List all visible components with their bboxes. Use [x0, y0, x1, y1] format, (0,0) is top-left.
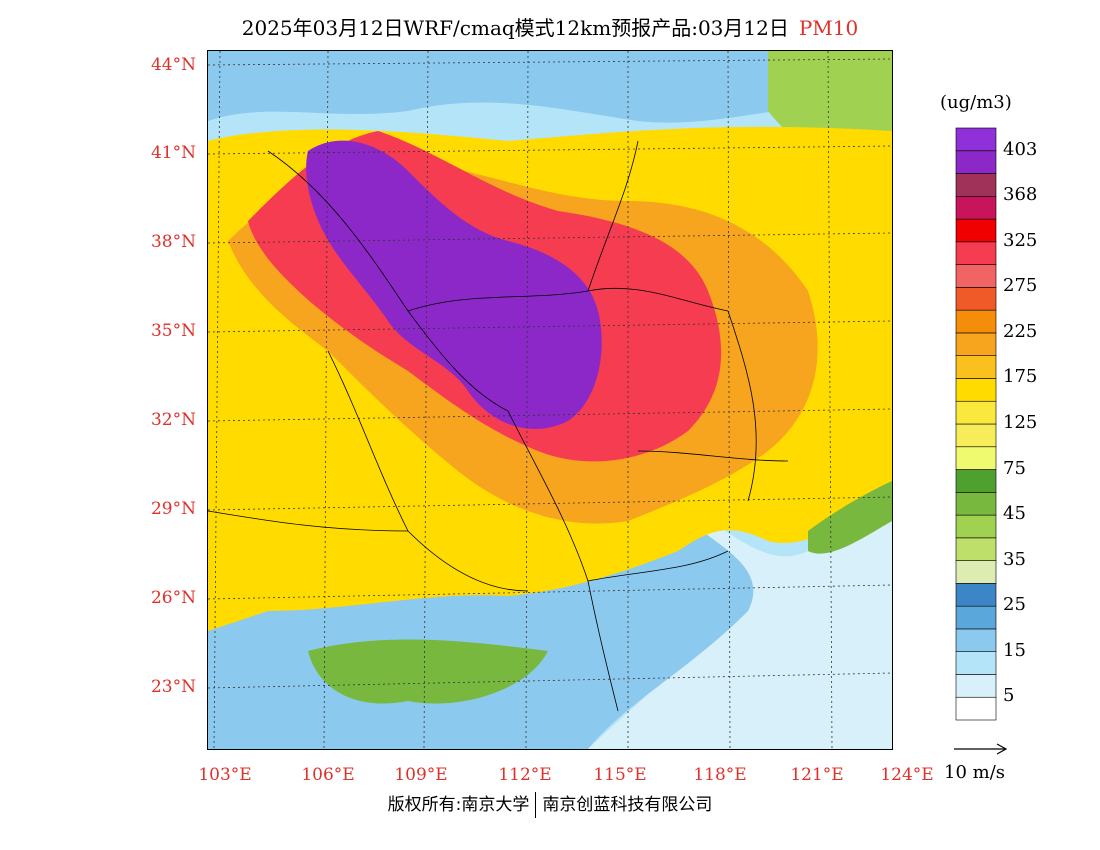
lon-label-106: 106°E	[301, 765, 355, 785]
colorbar-label: 15	[1003, 639, 1026, 661]
colorbar-swatch	[955, 241, 997, 265]
copyright-footer: 版权所有:南京大学 南京创蓝科技有限公司	[0, 790, 1100, 818]
chart-title: 2025年03月12日WRF/cmaq模式12km预报产品:03月12日 PM10	[0, 12, 1100, 41]
colorbar-label: 275	[1003, 275, 1038, 297]
colorbar-swatch	[955, 674, 997, 698]
north-clean-area	[208, 51, 892, 123]
colorbar-label: 125	[1003, 412, 1038, 433]
colorbar-label: 5	[1003, 685, 1015, 707]
colorbar-swatch	[955, 218, 997, 243]
company-name: 南京创蓝科技有限公司	[542, 795, 713, 815]
colorbar-swatch	[955, 469, 997, 493]
lat-label-41: 41°N	[150, 143, 196, 163]
lat-label-29: 29°N	[150, 499, 196, 519]
lat-label-38: 38°N	[150, 232, 196, 252]
colorbar	[955, 127, 997, 721]
lon-label-103: 103°E	[198, 765, 252, 785]
colorbar-swatch	[955, 628, 997, 652]
lon-label-109: 109°E	[394, 765, 448, 785]
colorbar-swatch	[955, 537, 997, 561]
wind-reference-arrow	[954, 743, 1008, 755]
pm10-concentration-map	[207, 50, 893, 750]
province-boundaries	[208, 140, 789, 712]
colorbar-swatch	[955, 355, 997, 379]
pollutant-label: PM10	[798, 16, 859, 40]
colorbar-swatch	[955, 309, 997, 334]
colorbar-unit: (ug/m3)	[940, 92, 1012, 113]
colorbar-swatch	[955, 583, 997, 607]
colorbar-swatch	[955, 196, 997, 220]
colorbar-swatch	[955, 287, 997, 311]
colorbar-swatch	[955, 696, 997, 721]
colorbar-swatch	[955, 514, 997, 539]
colorbar-label: 75	[1003, 457, 1026, 479]
colorbar-label: 225	[1003, 320, 1038, 342]
lat-label-23: 23°N	[150, 677, 196, 697]
colorbar-swatch	[955, 173, 997, 197]
colorbar-label: 175	[1003, 366, 1038, 388]
colorbar-label: 403	[1003, 138, 1038, 160]
colorbar-swatch	[955, 446, 997, 470]
copyright-text: 版权所有:南京大学	[387, 795, 530, 815]
colorbar-swatch	[955, 605, 997, 630]
lon-label-121: 121°E	[790, 765, 844, 785]
colorbar-swatch	[955, 492, 997, 516]
east-coast-green-strip	[808, 481, 892, 554]
extreme-pm10-core	[306, 140, 602, 430]
lat-label-44: 44°N	[150, 55, 196, 75]
colorbar-swatch	[955, 560, 997, 584]
lat-label-26: 26°N	[150, 588, 196, 608]
colorbar-label: 35	[1003, 548, 1026, 570]
colorbar-swatch	[955, 400, 997, 425]
colorbar-swatch	[955, 264, 997, 288]
colorbar-swatch	[955, 423, 997, 448]
lon-label-115: 115°E	[593, 765, 647, 785]
graticule	[208, 51, 892, 749]
colorbar-swatch	[955, 651, 997, 675]
colorbar-swatch	[955, 150, 997, 174]
colorbar-label: 45	[1003, 503, 1026, 525]
lat-label-35: 35°N	[150, 321, 196, 341]
lon-label-124: 124°E	[880, 765, 934, 785]
title-main: 2025年03月12日WRF/cmaq模式12km预报产品:03月12日	[241, 16, 789, 40]
lat-label-32: 32°N	[150, 410, 196, 430]
colorbar-swatch	[955, 127, 997, 152]
wind-reference-label: 10 m/s	[944, 762, 1005, 783]
lon-label-118: 118°E	[693, 765, 747, 785]
lon-label-112: 112°E	[498, 765, 552, 785]
footer-separator	[535, 792, 537, 818]
colorbar-swatch	[955, 332, 997, 356]
map-svg	[208, 51, 892, 749]
colorbar-label: 325	[1003, 229, 1038, 251]
colorbar-label: 25	[1003, 594, 1026, 616]
colorbar-label: 368	[1003, 184, 1038, 206]
colorbar-swatch	[955, 378, 997, 402]
green-band-south	[308, 639, 548, 704]
